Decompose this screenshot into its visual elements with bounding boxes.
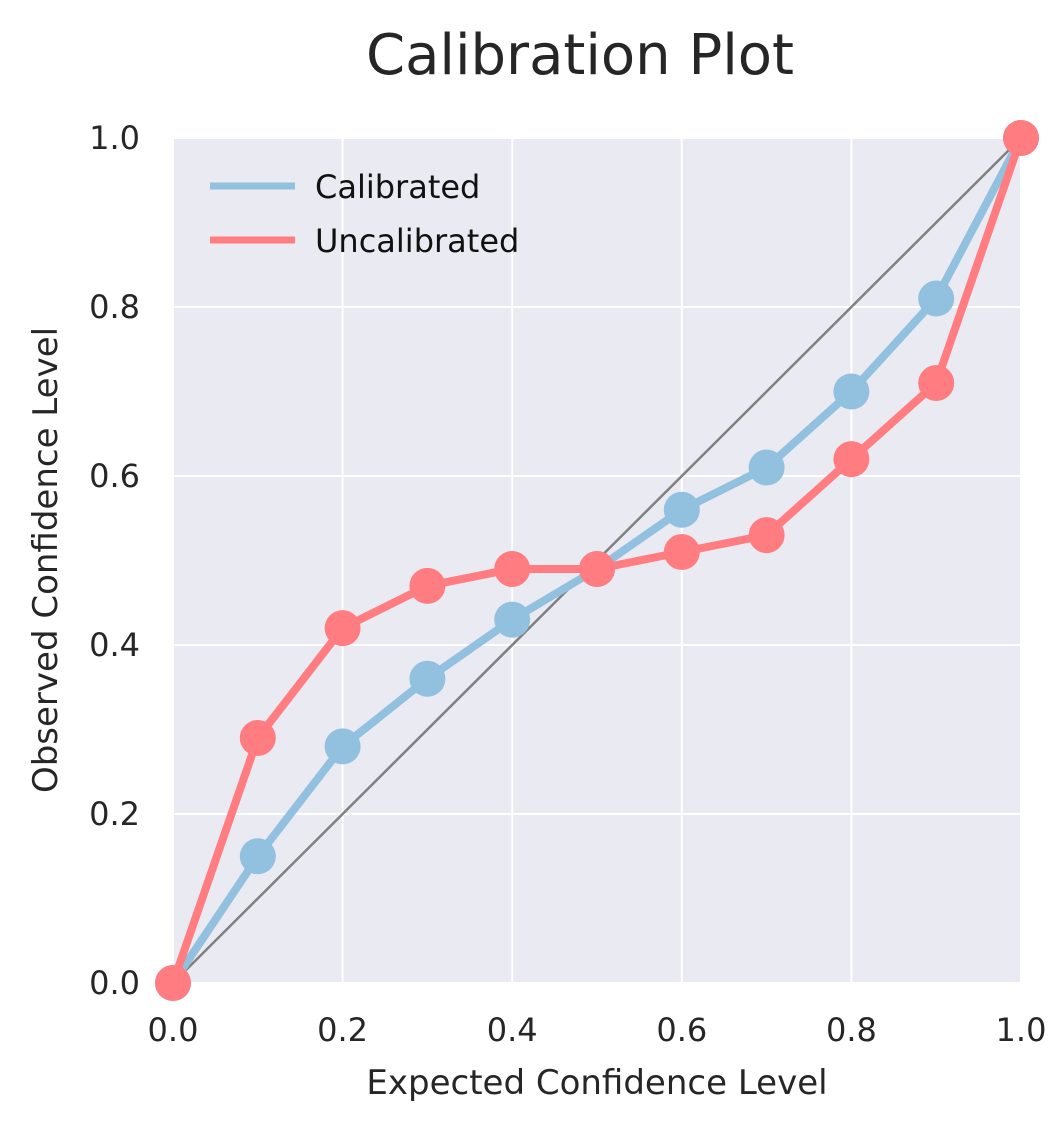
data-point-uncalibrated	[409, 567, 446, 604]
data-point-calibrated	[239, 838, 276, 875]
y-axis-label: Observed Confidence Level	[26, 327, 66, 793]
data-point-calibrated	[409, 660, 446, 697]
x-tick-label: 0.8	[826, 1011, 877, 1049]
data-point-calibrated	[748, 449, 785, 486]
y-tick-label: 0.4	[89, 626, 140, 664]
data-point-calibrated	[494, 601, 531, 638]
data-point-uncalibrated	[833, 441, 870, 478]
x-axis-label: Expected Confidence Level	[366, 1063, 827, 1103]
data-point-uncalibrated	[494, 550, 531, 587]
x-tick-label: 0.0	[148, 1011, 199, 1049]
data-point-calibrated	[918, 280, 955, 317]
x-tick-label: 0.2	[317, 1011, 368, 1049]
chart-title: Calibration Plot	[366, 23, 794, 88]
y-axis-ticks: 0.0 0.2 0.4 0.6 0.8 1.0	[89, 119, 140, 1002]
data-point-uncalibrated	[579, 550, 615, 587]
x-tick-label: 0.4	[487, 1011, 538, 1049]
series-uncalibrated	[155, 120, 1039, 1001]
y-tick-label: 0.2	[89, 795, 140, 833]
x-axis-ticks: 0.0 0.2 0.4 0.6 0.8 1.0	[148, 1011, 1047, 1049]
y-tick-label: 1.0	[89, 119, 140, 157]
data-point-uncalibrated	[748, 517, 785, 554]
data-point-uncalibrated	[663, 534, 700, 571]
x-tick-label: 0.6	[656, 1011, 707, 1049]
data-point-calibrated	[324, 728, 361, 765]
legend: Calibrated Uncalibrated	[210, 168, 519, 260]
x-tick-label: 1.0	[996, 1011, 1047, 1049]
data-point-calibrated	[663, 491, 700, 528]
y-tick-label: 0.0	[89, 964, 140, 1002]
data-series	[155, 120, 1039, 1001]
data-point-uncalibrated	[324, 610, 361, 647]
legend-label-calibrated: Calibrated	[315, 168, 480, 206]
data-point-uncalibrated	[918, 365, 955, 402]
y-tick-label: 0.6	[89, 457, 140, 495]
data-point-uncalibrated	[155, 965, 191, 1001]
data-point-calibrated	[833, 373, 870, 410]
legend-label-uncalibrated: Uncalibrated	[315, 222, 519, 260]
data-point-uncalibrated	[1003, 120, 1039, 156]
y-tick-label: 0.8	[89, 288, 140, 326]
data-point-uncalibrated	[239, 719, 276, 756]
